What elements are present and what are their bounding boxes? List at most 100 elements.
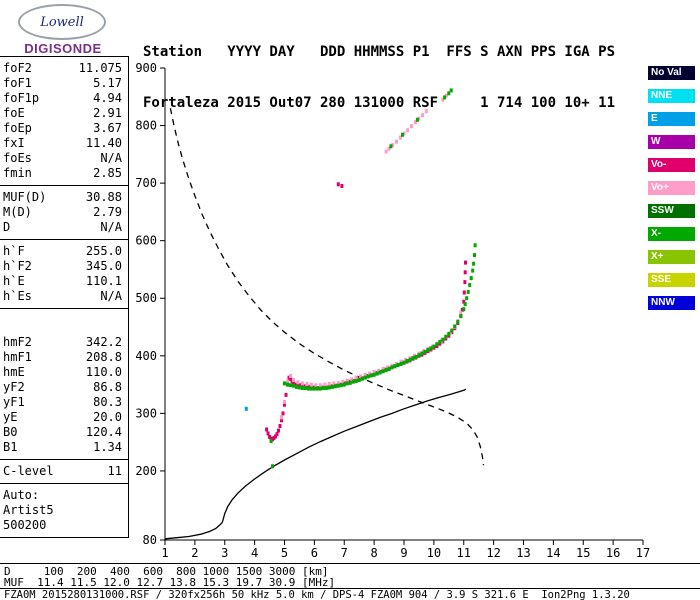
- x-tick-label: 1: [161, 546, 168, 560]
- legend-item-no-val: No Val: [648, 66, 695, 80]
- muf-row: MUF 11.4 11.5 12.0 12.7 13.8 15.3 19.7 3…: [4, 576, 336, 589]
- param-label: Auto:: [3, 488, 40, 502]
- param-label: Artist5: [3, 503, 54, 517]
- param-row-hmf1: hmF1 208.8: [0, 350, 128, 365]
- param-row-b1: B1 1.34: [0, 440, 128, 455]
- legend-item-nnw: NNW: [648, 296, 695, 310]
- param-value: 5.17: [93, 76, 122, 90]
- y-tick-label: 800: [135, 119, 157, 133]
- muf-transmission-curve-curve: [169, 108, 485, 466]
- param-label: h`Es: [3, 289, 32, 303]
- param-group: C-level 11: [0, 459, 128, 483]
- param-row-fof1: foF1 5.17: [0, 76, 128, 91]
- header-values: Fortaleza 2015 Out07 280 131000 RSF 1 71…: [143, 95, 616, 111]
- param-row-muf-d: MUF(D) 30.88: [0, 190, 128, 205]
- param-group: Auto: Artist5 500200: [0, 483, 128, 537]
- legend-item-sse: SSE: [648, 273, 695, 287]
- param-row-b0: B0 120.4: [0, 425, 128, 440]
- legend-item-w: W: [648, 135, 695, 149]
- param-value: 110.1: [85, 274, 122, 288]
- param-value: 20.0: [93, 410, 122, 424]
- x-tick-label: 11: [457, 546, 471, 560]
- logo-lowell-text: Lowell: [40, 14, 84, 30]
- param-value: 208.8: [85, 350, 122, 364]
- param-value: 11.40: [85, 136, 122, 150]
- param-row-fof1p: foF1p 4.94: [0, 91, 128, 106]
- param-row-yf1: yF1 80.3: [0, 395, 128, 410]
- param-row-m-d: M(D) 2.79: [0, 205, 128, 220]
- y-tick-label: 200: [135, 464, 157, 478]
- x-tick-label: 12: [486, 546, 500, 560]
- legend-item-vo: Vo+: [648, 181, 695, 195]
- axes: [160, 67, 644, 545]
- param-row-c-level: C-level 11: [0, 464, 128, 479]
- x-tick-label: 6: [311, 546, 318, 560]
- legend-item-vo: Vo-: [648, 158, 695, 172]
- x-tick-label: 4: [251, 546, 258, 560]
- param-group: MUF(D) 30.88 M(D) 2.79 D N/A: [0, 185, 128, 239]
- lowell-digisonde-logo: Lowell DIGISONDE: [8, 4, 118, 56]
- legend-item-e: E: [648, 112, 695, 126]
- param-value: 342.2: [85, 335, 122, 349]
- param-value: 3.67: [93, 121, 122, 135]
- param-label: h`E: [3, 274, 25, 288]
- param-label: yF1: [3, 395, 25, 409]
- param-label: foF1p: [3, 91, 40, 105]
- param-label: foEp: [3, 121, 32, 135]
- y-tick-label: 500: [135, 291, 157, 305]
- logo-oval: Lowell: [18, 4, 106, 40]
- param-value: 86.8: [93, 380, 122, 394]
- x-tick-label: 15: [576, 546, 590, 560]
- param-row-hme: hmE 110.0: [0, 365, 128, 380]
- param-value: 11.075: [78, 61, 122, 75]
- param-row-h-f: h`F 255.0: [0, 244, 128, 259]
- echo-series-o-mode-trace-vo: [265, 260, 467, 442]
- param-label: hmF1: [3, 350, 32, 364]
- param-value: 30.88: [85, 190, 122, 204]
- x-tick-label: 3: [221, 546, 228, 560]
- param-row-ye: yE 20.0: [0, 410, 128, 425]
- legend-item-nne: NNE: [648, 89, 695, 103]
- x-tick-label: 17: [636, 546, 650, 560]
- echo-series-o-mode-trace-vo: [280, 311, 463, 420]
- y-tick-label: 80: [143, 533, 157, 547]
- param-label: yF2: [3, 380, 25, 394]
- footer-separator-bottom: [0, 588, 700, 589]
- direction-legend: No Val NNE E W Vo- Vo+ SSW X- X+ SSE NNW: [648, 66, 695, 319]
- param-row-yf2: yF2 86.8: [0, 380, 128, 395]
- y-tick-label: 300: [135, 406, 157, 420]
- x-tick-label: 9: [400, 546, 407, 560]
- param-label: hmF2: [3, 335, 32, 349]
- y-tick-label: 700: [135, 176, 157, 190]
- param-label: fxI: [3, 136, 25, 150]
- param-label: B0: [3, 425, 18, 439]
- param-label: h`F2: [3, 259, 32, 273]
- echo-series-x-mode-trace: [269, 243, 477, 469]
- param-row-foe: foE 2.91: [0, 106, 128, 121]
- param-row-artist5: Artist5: [0, 503, 128, 518]
- param-row-h-f2: h`F2 345.0: [0, 259, 128, 274]
- param-row-foes: foEs N/A: [0, 151, 128, 166]
- param-label: h`F: [3, 244, 25, 258]
- param-value: N/A: [100, 289, 122, 303]
- x-tick-label: 7: [341, 546, 348, 560]
- header-column-titles: Station YYYY DAY DDD HHMMSS P1 FFS S AXN…: [143, 44, 616, 60]
- param-row-fmin: fmin 2.85: [0, 166, 128, 181]
- param-row-foep: foEp 3.67: [0, 121, 128, 136]
- parameter-panel: foF2 11.075 foF1 5.17 foF1p 4.94 foE 2.91 foEp 3.…: [0, 56, 129, 538]
- x-tick-label: 2: [191, 546, 198, 560]
- param-label: B1: [3, 440, 18, 454]
- param-value: 255.0: [85, 244, 122, 258]
- param-label: foF2: [3, 61, 32, 75]
- param-value: 4.94: [93, 91, 122, 105]
- logo-digisonde-text: DIGISONDE: [24, 41, 102, 56]
- footer-separator-top: [0, 563, 700, 564]
- param-value: 120.4: [85, 425, 122, 439]
- param-label: foF1: [3, 76, 32, 90]
- station-header: Station YYYY DAY DDD HHMMSS P1 FFS S AXN…: [143, 10, 615, 146]
- true-height-profile-curve: [164, 388, 467, 540]
- distance-row: D 100 200 400 600 800 1000 1500 3000 [km…: [4, 565, 329, 578]
- param-value: 1.34: [93, 440, 122, 454]
- param-row-fxi: fxI 11.40: [0, 136, 128, 151]
